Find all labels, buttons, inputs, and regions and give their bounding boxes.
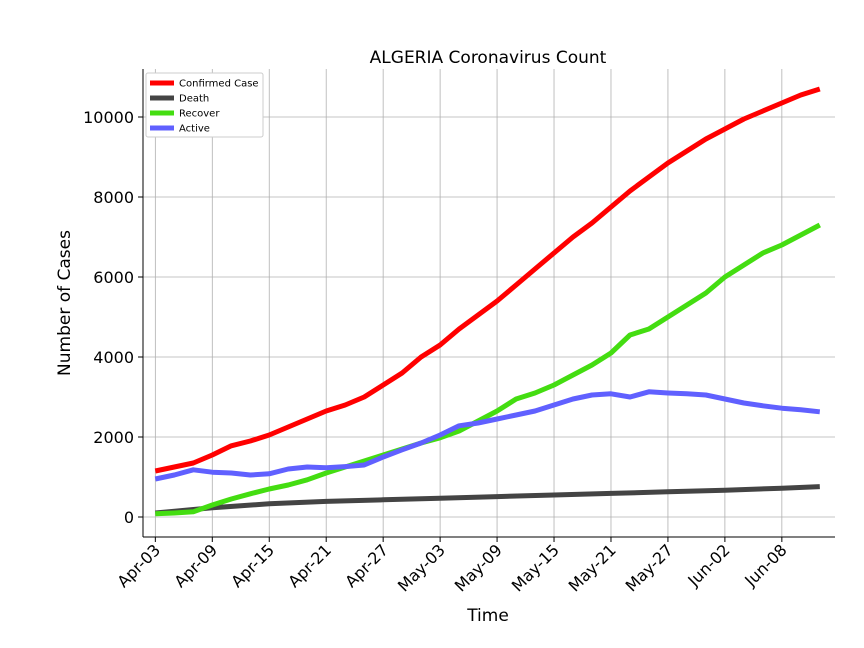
legend-label: Recover [179,109,220,120]
x-tick-label: Apr-09 [170,540,221,591]
x-tick-label: Jun-02 [683,540,733,590]
series-line-recover [155,222,821,517]
y-tick-label: 4000 [93,348,134,367]
series-line-active [154,389,821,482]
x-tick-label: Apr-21 [284,540,335,591]
x-tick-label: May-03 [394,540,449,595]
tick-labels: 0 2000 4000 6000 8000 10000 Apr-03 Apr-09 Apr-15… [83,108,791,596]
series-lines [154,86,821,517]
legend-label: Death [179,94,209,105]
y-tick-label: 0 [124,508,134,527]
legend: Confirmed Case Death Recover Active [145,72,264,138]
x-tick-label: May-21 [565,540,620,595]
y-tick-label: 2000 [93,428,134,447]
legend-box [145,72,264,138]
x-tick-label: Apr-15 [227,540,278,591]
y-tick-label: 8000 [93,188,134,207]
x-tick-label: May-27 [622,540,677,595]
x-tick-label: Jun-08 [740,540,790,590]
x-axis-label: Time [466,606,509,626]
legend-label: Confirmed Case [179,79,259,90]
axes [138,69,835,542]
x-tick-label: May-15 [508,540,563,595]
series-line-confirmed-case [154,86,821,474]
y-tick-label: 10000 [83,108,134,127]
y-axis-label: Number of Cases [55,230,75,376]
y-tick-label: 6000 [93,268,134,287]
x-tick-label: May-09 [451,540,506,595]
x-tick-label: Apr-03 [113,540,164,591]
legend-label: Active [179,124,210,135]
x-tick-label: Apr-27 [341,540,392,591]
grid [143,69,835,537]
chart-title: ALGERIA Coronavirus Count [370,48,607,68]
series-line-death [155,484,820,516]
